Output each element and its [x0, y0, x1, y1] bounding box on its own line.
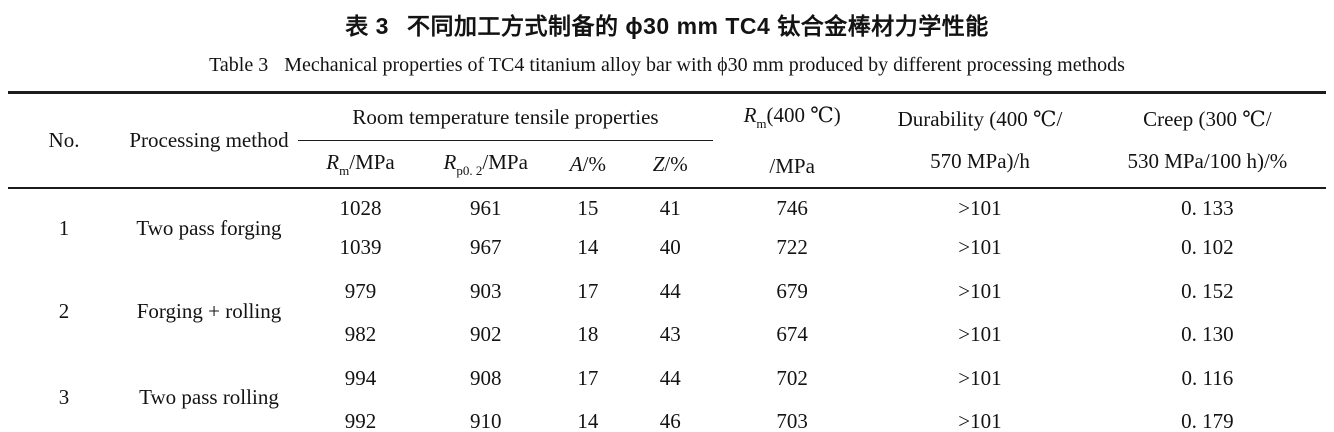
col-header-rp02: Rp0. 2/MPa — [423, 140, 549, 189]
col-header-rm-400c-line2: /MPa — [769, 153, 815, 178]
table-row: 2 Forging + rolling 979 903 17 44 679 >1… — [8, 268, 1326, 323]
cell-rm400: 674 — [776, 322, 808, 347]
cell-rm: 979 — [344, 278, 377, 303]
table-caption-zh: 表 3 不同加工方式制备的 ϕ30 mm TC4 钛合金棒材力学性能 — [0, 0, 1334, 41]
table-row: 1039 967 14 40 722 >101 0. 102 — [8, 228, 1326, 268]
col-header-rm: Rm/MPa — [297, 140, 424, 189]
cell-rm: 992 — [344, 408, 377, 432]
cell-z: 43 — [659, 322, 681, 347]
cell-rm400: 702 — [776, 365, 808, 390]
cell-rm: 1039 — [339, 235, 382, 260]
cell-a: 14 — [577, 235, 599, 260]
cell-rp02: 910 — [469, 408, 502, 432]
cell-creep: 0. 102 — [1181, 235, 1234, 260]
cell-rp02: 961 — [469, 195, 502, 220]
cell-durability: >101 — [958, 365, 1002, 390]
cell-creep: 0. 179 — [1181, 408, 1234, 432]
cell-creep: 0. 133 — [1181, 195, 1234, 220]
cell-a: 15 — [577, 195, 599, 220]
table-row: 3 Two pass rolling 994 908 17 44 702 >10… — [8, 355, 1326, 409]
cell-a: 17 — [577, 365, 599, 390]
col-header-rm-400c-line1: Rm(400 ℃) — [743, 103, 841, 131]
col-header-durability-line1: Durability (400 ℃/ — [897, 107, 1063, 132]
table-body: 1 Two pass forging 1028 961 15 41 746 >1… — [8, 188, 1326, 432]
cell-durability: >101 — [958, 322, 1002, 347]
cell-rm400: 679 — [776, 278, 808, 303]
cell-creep: 0. 130 — [1181, 322, 1234, 347]
cell-durability: >101 — [958, 195, 1002, 220]
cell-processing-method: Two pass forging — [136, 215, 282, 240]
cell-processing-method: Forging + rolling — [136, 298, 282, 323]
table-row: 982 902 18 43 674 >101 0. 130 — [8, 315, 1326, 355]
col-header-z: Z/% — [627, 140, 714, 189]
cell-rm: 994 — [344, 365, 377, 390]
cell-z: 40 — [659, 235, 681, 260]
cell-rm: 982 — [344, 322, 377, 347]
table-caption-zh-text: 不同加工方式制备的 ϕ30 mm TC4 钛合金棒材力学性能 — [406, 13, 989, 39]
cell-rp02: 902 — [469, 322, 502, 347]
col-header-a: A/% — [548, 140, 628, 189]
mechanical-properties-table: No. Processing method Room temperature t… — [8, 91, 1326, 432]
col-header-durability: Durability (400 ℃/ 570 MPa)/h — [871, 92, 1089, 189]
header-row-2: Rm/MPa Rp0. 2/MPa A/% Z/% — [8, 140, 1326, 189]
cell-rm: 1028 — [339, 195, 382, 220]
cell-creep: 0. 152 — [1181, 278, 1234, 303]
cell-a: 14 — [577, 408, 599, 432]
cell-creep: 0. 116 — [1181, 365, 1234, 390]
cell-durability: >101 — [958, 235, 1002, 260]
table-row: 1 Two pass forging 1028 961 15 41 746 >1… — [8, 188, 1326, 240]
header-row-1: No. Processing method Room temperature t… — [8, 92, 1326, 189]
cell-rm400: 722 — [776, 235, 808, 260]
table-row: 992 910 14 46 703 >101 0. 179 — [8, 402, 1326, 432]
col-header-creep-line1: Creep (300 ℃/ — [1143, 107, 1272, 132]
cell-processing-method: Two pass rolling — [139, 385, 279, 410]
col-header-durability-line2: 570 MPa)/h — [930, 149, 1030, 174]
cell-rm400: 703 — [776, 408, 808, 432]
cell-a: 18 — [577, 322, 599, 347]
cell-z: 41 — [659, 195, 681, 220]
cell-a: 17 — [577, 278, 599, 303]
cell-rm400: 746 — [776, 195, 808, 220]
cell-durability: >101 — [958, 408, 1002, 432]
col-group-room-temp-tensile: Room temperature tensile properties — [297, 92, 714, 142]
col-header-rm-400c: Rm(400 ℃) /MPa — [713, 92, 872, 189]
cell-rp02: 967 — [469, 235, 502, 260]
cell-rp02: 903 — [469, 278, 502, 303]
col-header-processing-method: Processing method — [120, 92, 298, 189]
cell-no: 3 — [58, 385, 70, 410]
cell-z: 44 — [659, 365, 681, 390]
cell-z: 46 — [659, 408, 681, 432]
cell-no: 2 — [58, 298, 70, 323]
cell-z: 44 — [659, 278, 681, 303]
cell-no: 1 — [58, 215, 70, 240]
col-header-creep-line2: 530 MPa/100 h)/% — [1127, 149, 1288, 174]
cell-durability: >101 — [958, 278, 1002, 303]
table-caption-en-label: Table 3 — [209, 54, 269, 76]
table-caption-zh-label: 表 3 — [345, 13, 389, 39]
col-header-creep: Creep (300 ℃/ 530 MPa/100 h)/% — [1088, 92, 1326, 189]
cell-rp02: 908 — [469, 365, 502, 390]
table-caption-en-text: Mechanical properties of TC4 titanium al… — [284, 54, 1125, 76]
table-header: No. Processing method Room temperature t… — [8, 92, 1326, 189]
table-caption-en: Table 3 Mechanical properties of TC4 tita… — [0, 54, 1334, 77]
col-header-no: No. — [8, 92, 121, 189]
